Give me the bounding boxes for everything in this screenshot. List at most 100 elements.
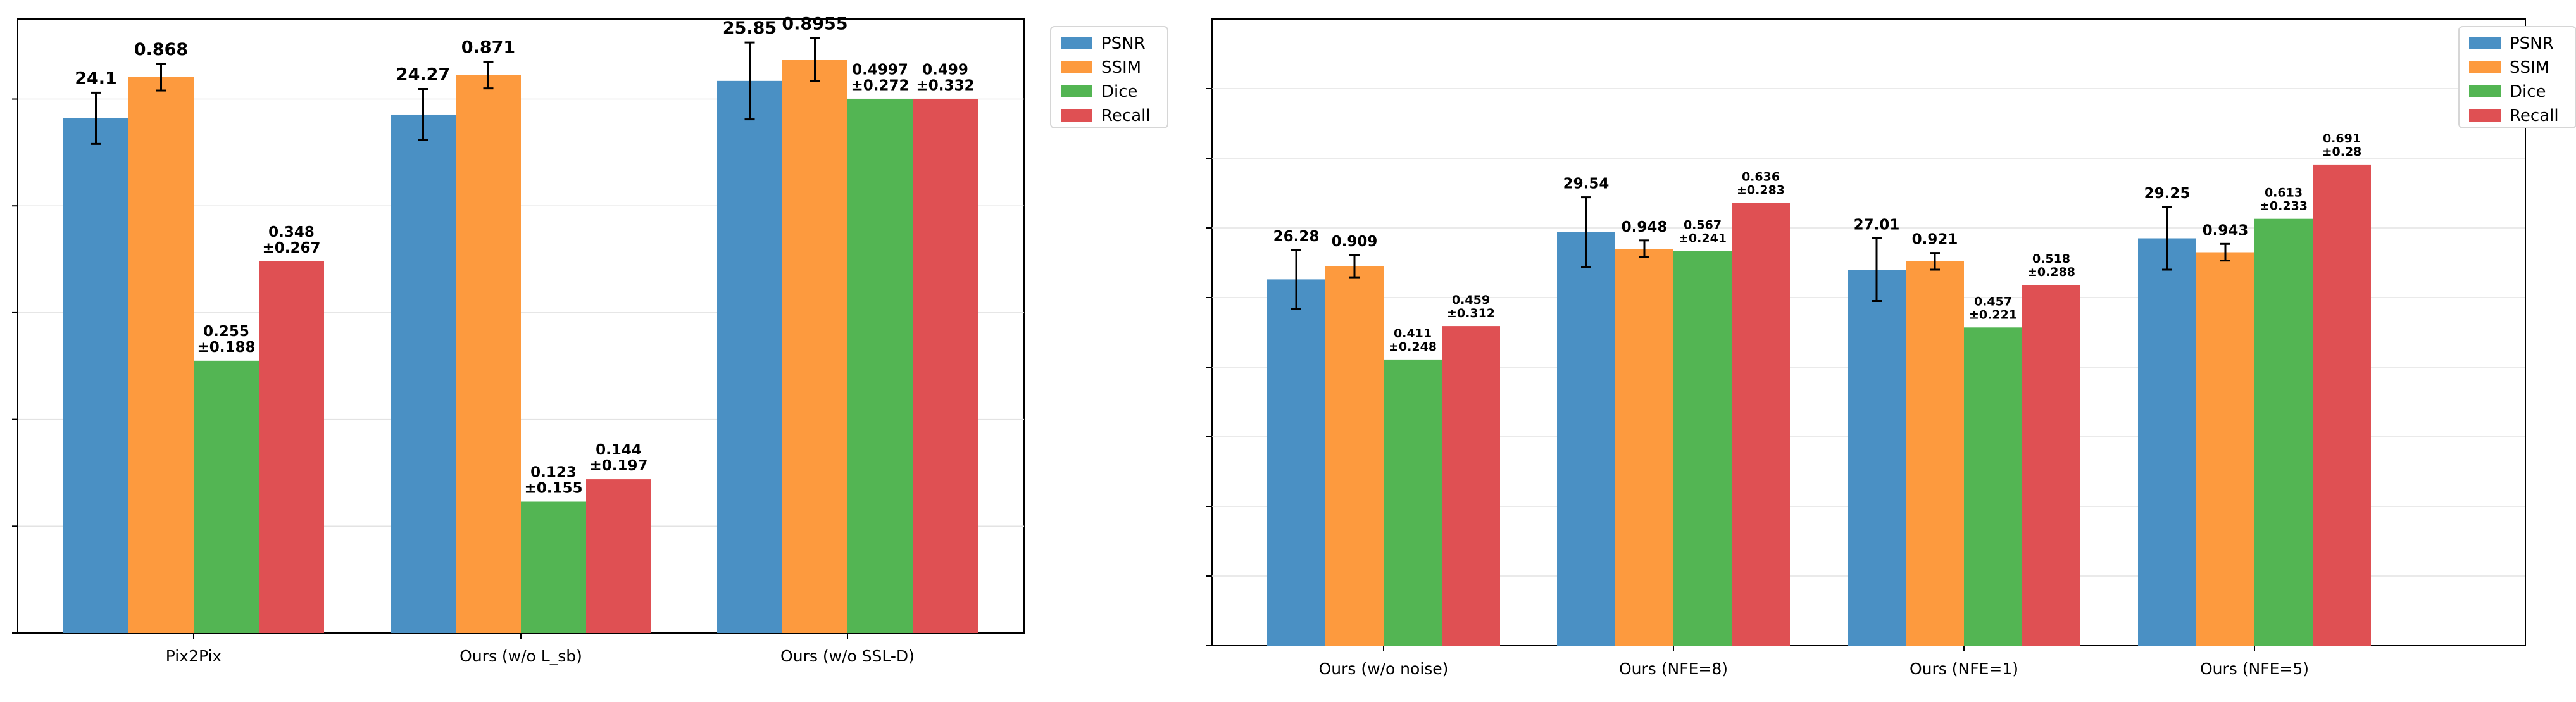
data-label-line: 0.691: [2323, 132, 2361, 146]
bar-psnr: [391, 114, 456, 633]
bar-dice: [847, 99, 913, 634]
bar-ssim: [1615, 249, 1673, 646]
data-label: 0.871: [461, 37, 515, 57]
data-label: 0.411 ±0.248: [1389, 327, 1437, 354]
data-label-line: ±0.288: [2027, 265, 2075, 279]
bar-recall: [259, 261, 324, 634]
data-label-line: ±0.312: [1447, 306, 1495, 320]
data-label-line: ±0.188: [197, 339, 255, 356]
legend-label-psnr: PSNR: [1101, 34, 1146, 53]
data-label: 24.27: [396, 65, 450, 84]
x-tick-label: Ours (NFE=5): [2200, 660, 2309, 678]
data-label-line: ±0.197: [589, 458, 647, 474]
bar-ssim: [456, 75, 521, 634]
data-label-line: ±0.241: [1679, 231, 1727, 245]
bar-ssim: [1906, 261, 1964, 646]
data-label-line: ±0.283: [1737, 183, 1785, 197]
data-label-line: 0.348: [268, 224, 315, 241]
bar-psnr: [1848, 270, 1906, 646]
data-label-line: ±0.28: [2322, 145, 2362, 159]
data-label: 0.4997 ±0.272: [851, 62, 909, 94]
data-label-line: 0.4997: [852, 62, 908, 78]
data-label: 0.499 ±0.332: [916, 62, 974, 94]
data-label-line: 0.943: [2203, 222, 2249, 239]
data-label: 0.948: [1622, 219, 1668, 235]
data-label: 0.8955: [782, 14, 847, 34]
data-label: 0.348 ±0.267: [262, 224, 320, 256]
legend-label-recall: Recall: [1101, 106, 1151, 125]
data-label-line: 0.123: [530, 465, 577, 481]
bar-ssim: [1325, 266, 1384, 646]
data-label-line: 0.459: [1452, 293, 1490, 307]
legend-label-recall: Recall: [2510, 106, 2559, 125]
bar-recall: [2022, 285, 2080, 646]
data-label-line: ±0.233: [2260, 199, 2308, 213]
data-label: 29.25: [2144, 185, 2191, 202]
bar-ssim: [2196, 252, 2254, 646]
legend-swatch-ssim: [2469, 61, 2501, 73]
data-label-line: 0.909: [1332, 234, 1378, 250]
data-label: 0.921: [1912, 232, 1958, 248]
x-tick-label: Ours (NFE=1): [1910, 660, 2018, 678]
data-label: 0.868: [134, 40, 188, 60]
bar-dice: [1384, 359, 1442, 646]
data-label-line: ±0.272: [851, 78, 909, 94]
legend-swatch-dice: [1061, 85, 1092, 97]
data-label-line: 0.8955: [782, 14, 847, 34]
data-label-line: 0.144: [596, 442, 642, 458]
data-label: 0.943: [2203, 222, 2249, 239]
data-label-line: 26.28: [1273, 229, 1320, 245]
bar-recall: [2313, 164, 2371, 646]
data-label-line: ±0.248: [1389, 340, 1437, 354]
bar-recall: [586, 479, 651, 633]
data-label: 0.255 ±0.188: [197, 323, 255, 356]
data-label: 0.518 ±0.288: [2027, 252, 2075, 279]
legend: [2458, 26, 2576, 128]
data-label-line: 24.27: [396, 65, 450, 84]
data-label: 0.567 ±0.241: [1679, 218, 1727, 245]
data-label-line: 0.411: [1394, 327, 1432, 341]
data-label-line: 0.948: [1622, 219, 1668, 235]
legend-swatch-recall: [1061, 109, 1092, 122]
data-label-line: 0.613: [2265, 186, 2303, 200]
data-label-line: ±0.267: [262, 240, 320, 256]
data-label-line: 0.255: [203, 323, 249, 340]
data-label-line: 25.85: [723, 18, 777, 38]
bar-dice: [1673, 251, 1732, 646]
legend-label-dice: Dice: [1101, 82, 1138, 101]
x-tick-label: Ours (NFE=8): [1619, 660, 1728, 678]
data-label-line: 24.1: [75, 68, 117, 88]
data-label: 27.01: [1854, 217, 1900, 234]
bar-dice: [521, 501, 586, 633]
data-label-line: 29.54: [1563, 176, 1610, 192]
legend: [1050, 26, 1168, 128]
data-label-line: ±0.155: [524, 480, 582, 497]
data-label-line: 0.567: [1684, 218, 1722, 232]
data-label: 0.909: [1332, 234, 1378, 250]
legend-label-ssim: SSIM: [2510, 58, 2549, 77]
data-label: 0.613 ±0.233: [2260, 186, 2308, 213]
x-tick-label: Ours (w/o SSL-D): [780, 647, 915, 665]
data-label-line: 0.457: [1974, 294, 2012, 308]
data-label-line: 0.871: [461, 37, 515, 57]
legend-label-psnr: PSNR: [2510, 34, 2554, 53]
data-label: 0.459 ±0.312: [1447, 293, 1495, 320]
x-tick-label: Ours (w/o L_sb): [460, 647, 582, 665]
data-label: 26.28: [1273, 229, 1320, 245]
legend-swatch-dice: [2469, 85, 2501, 97]
data-label: 0.144 ±0.197: [589, 442, 647, 474]
bar-psnr: [2138, 238, 2196, 646]
bar-recall: [1732, 203, 1790, 646]
x-tick-label: Ours (w/o noise): [1319, 660, 1449, 678]
bar-psnr: [63, 118, 128, 633]
data-label: 0.123 ±0.155: [524, 465, 582, 497]
bar-recall: [913, 99, 978, 634]
data-label: 24.1: [75, 68, 117, 88]
legend-label-dice: Dice: [2510, 82, 2546, 101]
data-label: 25.85: [723, 18, 777, 38]
data-label-line: 0.921: [1912, 232, 1958, 248]
data-label-line: 0.636: [1742, 170, 1780, 184]
legend-swatch-psnr: [2469, 37, 2501, 49]
chart-panel-1: 24.1 24.27 25.85 0.868 0.871 0.8955 0.255 ±0.18…: [12, 14, 1168, 665]
